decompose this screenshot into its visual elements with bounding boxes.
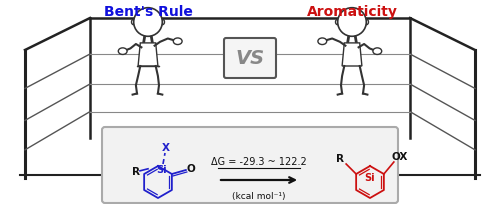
Polygon shape (342, 43, 362, 66)
Polygon shape (138, 43, 158, 66)
Ellipse shape (134, 8, 162, 36)
Ellipse shape (160, 19, 164, 25)
Ellipse shape (174, 38, 182, 44)
Ellipse shape (373, 48, 382, 54)
Text: ΔG = -29.3 ~ 122.2: ΔG = -29.3 ~ 122.2 (211, 157, 307, 167)
Text: Bent's Rule: Bent's Rule (104, 5, 192, 19)
Text: O: O (186, 164, 195, 174)
Text: VS: VS (236, 49, 264, 68)
FancyBboxPatch shape (102, 127, 398, 203)
Text: OX: OX (392, 152, 408, 162)
Text: (kcal mol⁻¹): (kcal mol⁻¹) (232, 192, 286, 201)
Text: R: R (132, 167, 140, 177)
Text: Si: Si (156, 165, 168, 175)
Text: Si: Si (364, 173, 376, 183)
Ellipse shape (364, 19, 368, 25)
Ellipse shape (318, 38, 326, 44)
Ellipse shape (336, 19, 340, 25)
Text: X: X (162, 143, 170, 153)
Ellipse shape (338, 8, 366, 36)
FancyBboxPatch shape (224, 38, 276, 78)
Text: R: R (336, 154, 344, 164)
Ellipse shape (132, 19, 136, 25)
Text: Aromaticity: Aromaticity (306, 5, 398, 19)
Ellipse shape (118, 48, 127, 54)
